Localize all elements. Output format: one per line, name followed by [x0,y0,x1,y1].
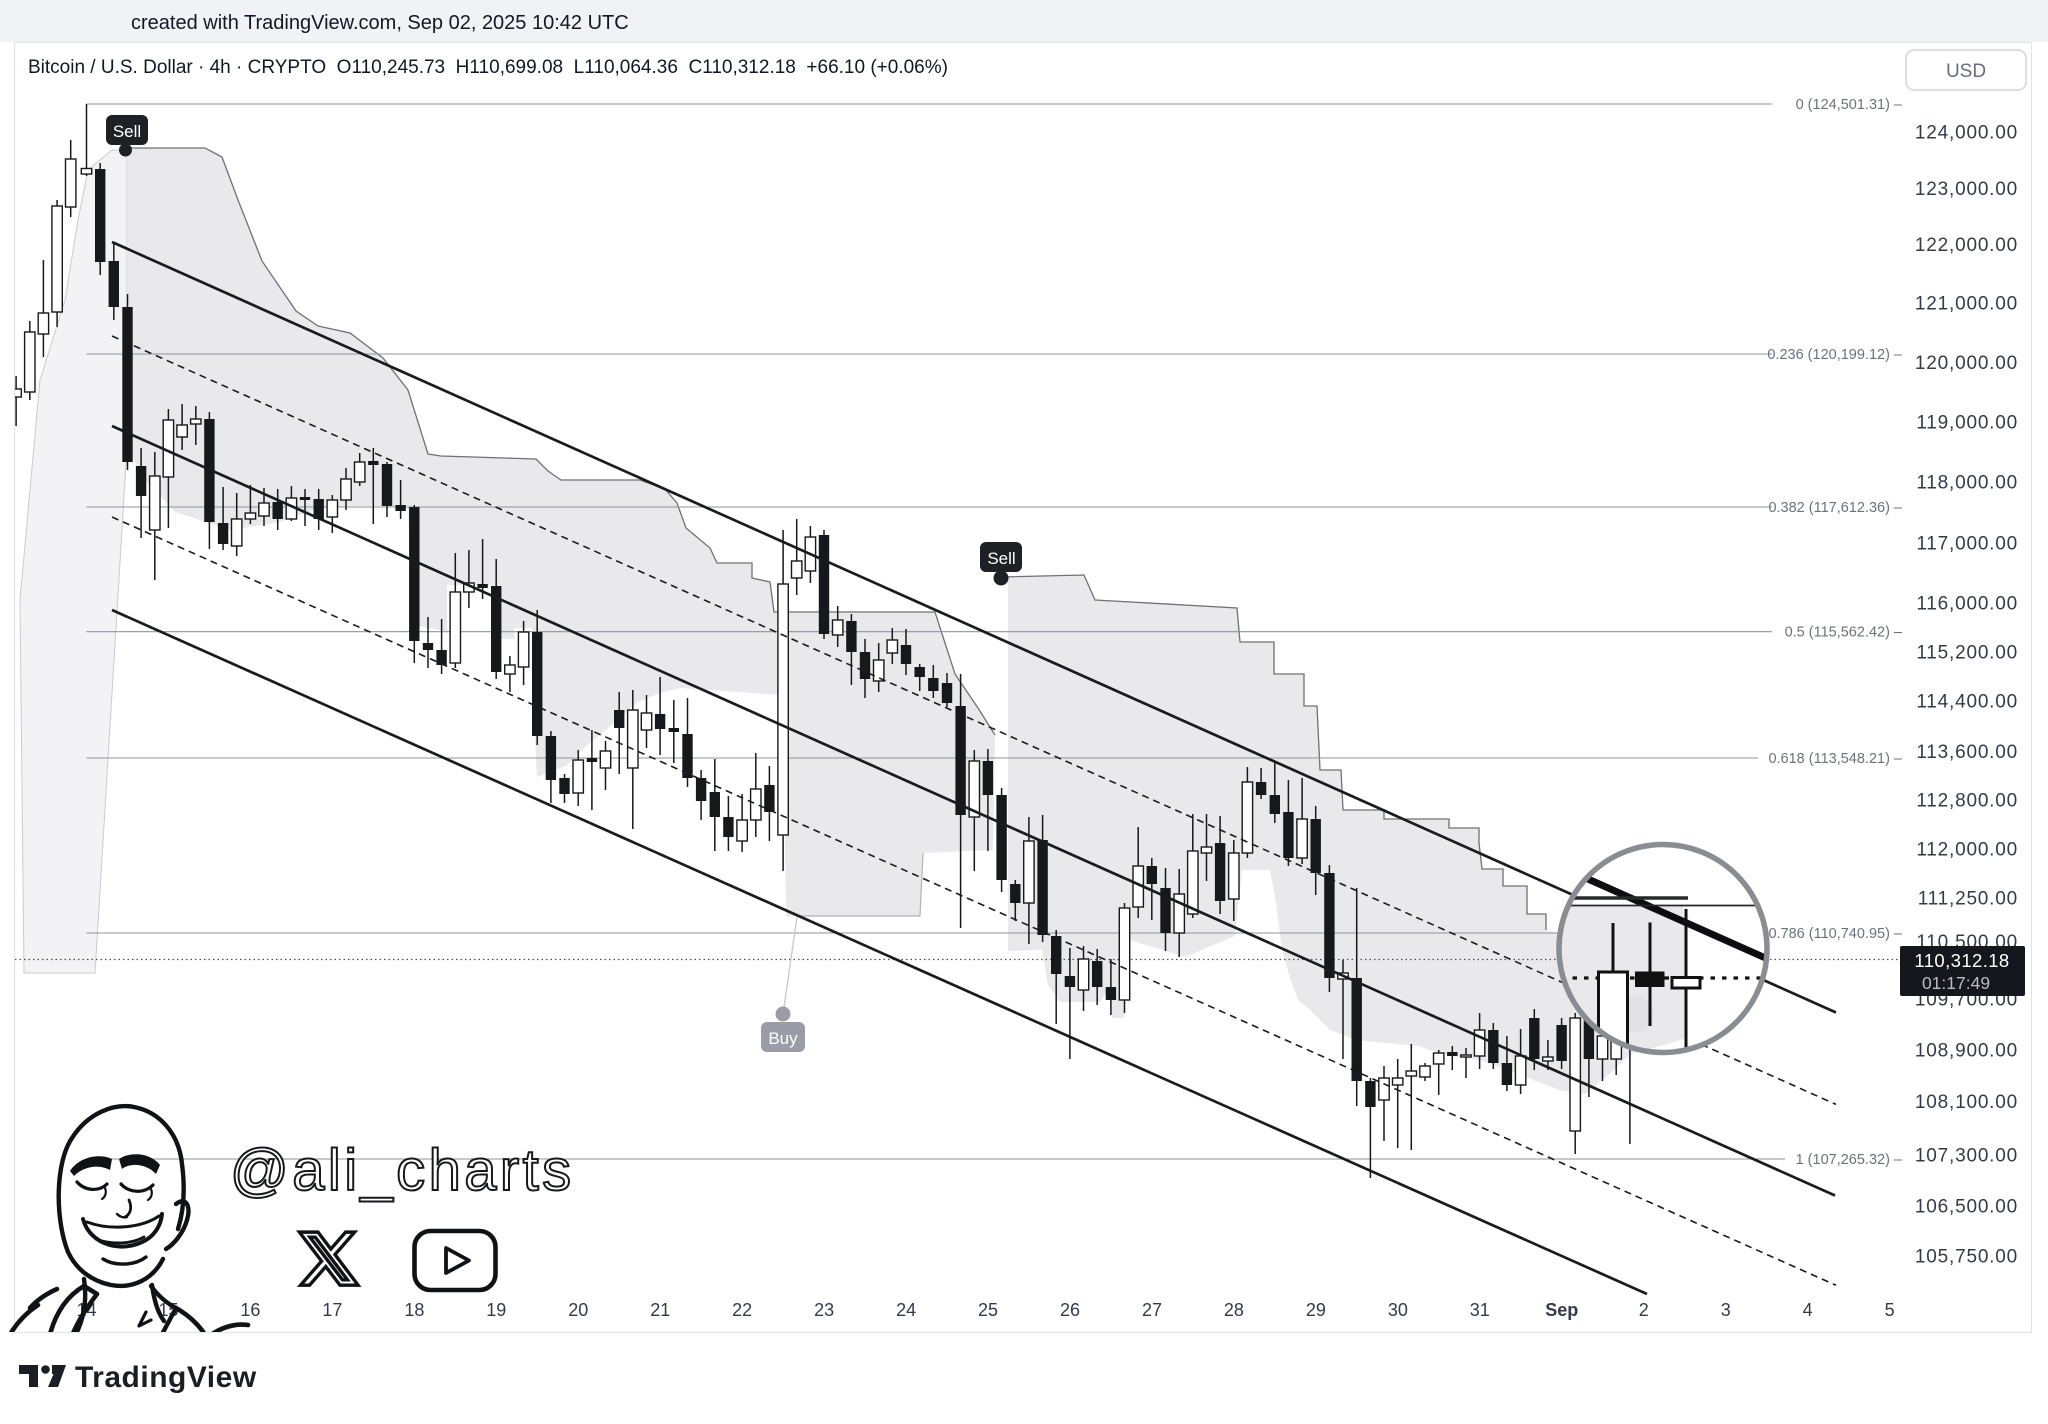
svg-text:116,000.00: 116,000.00 [1916,593,2018,614]
svg-text:Bitcoin / U.S. Dollar · 4h · C: Bitcoin / U.S. Dollar · 4h · CRYPTO O110… [28,57,948,78]
svg-text:27: 27 [1142,1300,1162,1320]
svg-text:108,100.00: 108,100.00 [1915,1092,2018,1113]
svg-text:0 (124,501.31) –: 0 (124,501.31) – [1796,97,1903,113]
svg-text:31: 31 [1470,1300,1490,1320]
svg-text:112,000.00: 112,000.00 [1916,840,2018,861]
svg-text:113,600.00: 113,600.00 [1916,742,2018,763]
svg-text:115,200.00: 115,200.00 [1916,643,2018,664]
svg-text:Sep: Sep [1545,1300,1578,1320]
svg-text:5: 5 [1885,1300,1895,1320]
svg-text:0.236 (120,199.12) –: 0.236 (120,199.12) – [1767,347,1903,363]
svg-text:2: 2 [1639,1300,1649,1320]
svg-text:111,250.00: 111,250.00 [1918,888,2018,909]
svg-text:created with TradingView.com,: created with TradingView.com, Sep 02, 20… [131,12,629,34]
svg-text:4: 4 [1803,1300,1813,1320]
svg-text:105,750.00: 105,750.00 [1915,1247,2018,1268]
svg-text:110,312.18: 110,312.18 [1914,950,2009,971]
svg-text:0.5 (115,562.42) –: 0.5 (115,562.42) – [1785,625,1903,641]
svg-text:TradingView: TradingView [75,1361,257,1394]
svg-text:20: 20 [568,1300,588,1320]
svg-text:121,000.00: 121,000.00 [1915,294,2018,315]
svg-text:123,000.00: 123,000.00 [1915,179,2018,200]
svg-text:0.382 (117,612.36) –: 0.382 (117,612.36) – [1768,500,1902,516]
svg-text:16: 16 [240,1300,260,1320]
svg-text:22: 22 [732,1300,752,1320]
svg-text:21: 21 [650,1300,670,1320]
svg-text:28: 28 [1224,1300,1244,1320]
svg-text:25: 25 [978,1300,998,1320]
svg-text:Buy: Buy [768,1029,798,1048]
svg-text:106,500.00: 106,500.00 [1915,1197,2018,1218]
svg-text:122,000.00: 122,000.00 [1915,235,2018,256]
svg-text:Sell: Sell [987,549,1015,568]
svg-text:0.618 (113,548.21) –: 0.618 (113,548.21) – [1768,751,1902,767]
svg-text:29: 29 [1306,1300,1326,1320]
svg-text:30: 30 [1388,1300,1408,1320]
svg-text:117,000.00: 117,000.00 [1916,533,2018,554]
svg-text:01:17:49: 01:17:49 [1922,973,1990,993]
svg-text:18: 18 [404,1300,424,1320]
svg-text:@ali_charts: @ali_charts [230,1138,575,1203]
svg-text:108,900.00: 108,900.00 [1915,1040,2018,1061]
svg-text:23: 23 [814,1300,834,1320]
svg-text:0.786 (110,740.95) –: 0.786 (110,740.95) – [1768,926,1902,942]
svg-text:120,000.00: 120,000.00 [1915,353,2018,374]
svg-text:24: 24 [896,1300,916,1320]
svg-text:114,400.00: 114,400.00 [1916,692,2018,713]
svg-text:119,000.00: 119,000.00 [1916,413,2018,434]
svg-text:1 (107,265.32) –: 1 (107,265.32) – [1796,1152,1903,1168]
svg-text:107,300.00: 107,300.00 [1915,1146,2018,1167]
svg-text:124,000.00: 124,000.00 [1915,123,2018,144]
svg-text:19: 19 [486,1300,506,1320]
svg-text:118,000.00: 118,000.00 [1916,473,2018,494]
svg-text:USD: USD [1946,61,1986,82]
svg-text:26: 26 [1060,1300,1080,1320]
svg-text:112,800.00: 112,800.00 [1916,791,2018,812]
svg-text:3: 3 [1721,1300,1731,1320]
svg-text:17: 17 [322,1300,342,1320]
svg-text:Sell: Sell [113,122,141,141]
